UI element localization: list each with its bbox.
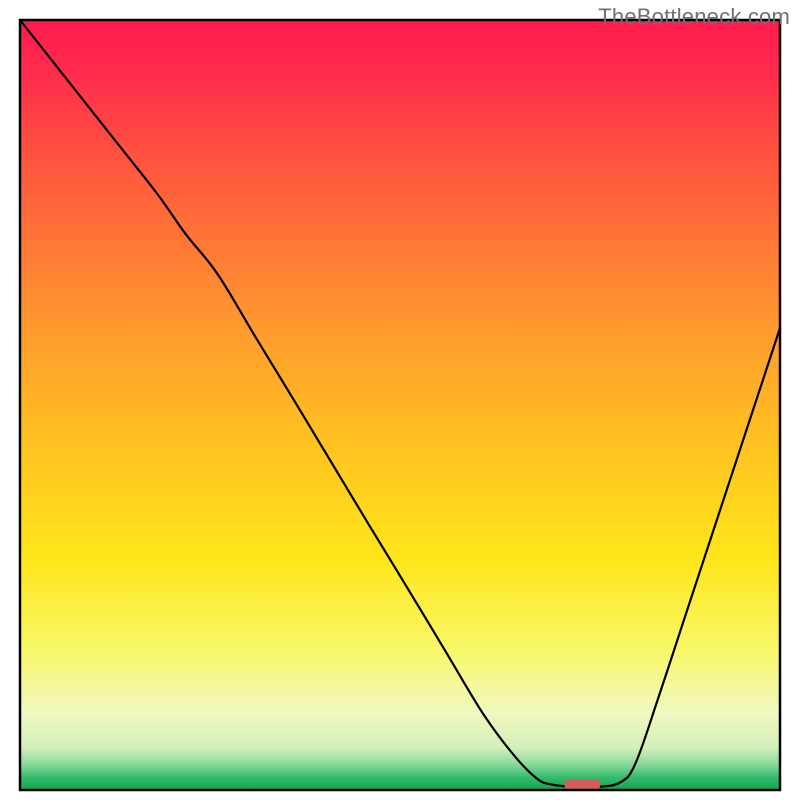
watermark-text: TheBottleneck.com [598, 4, 790, 30]
optimum-marker [564, 779, 600, 790]
bottleneck-chart [0, 0, 800, 800]
bottleneck-chart-container: TheBottleneck.com [0, 0, 800, 800]
